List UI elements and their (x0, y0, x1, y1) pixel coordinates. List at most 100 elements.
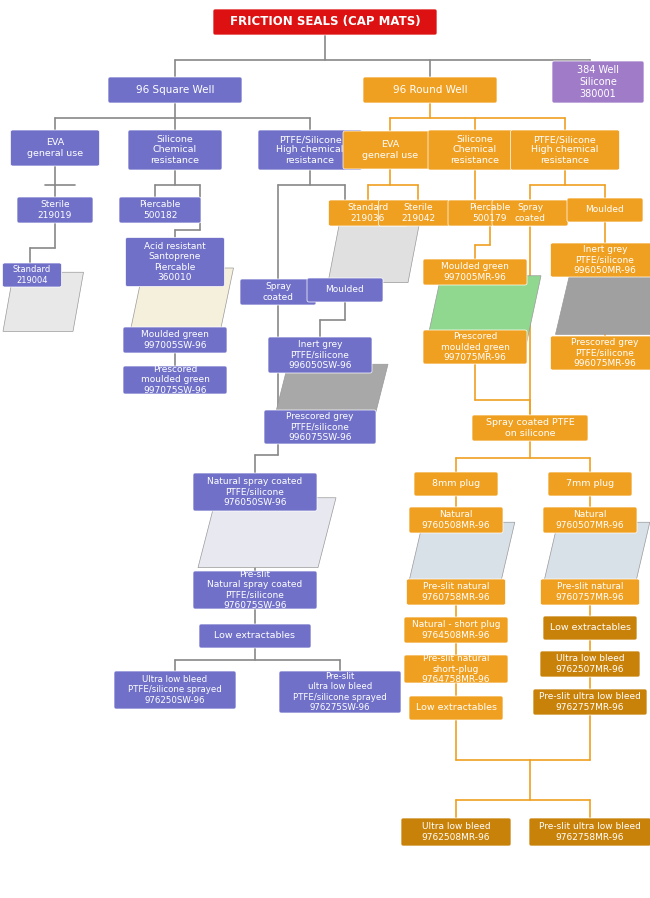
Text: Natural
9760508MR-96: Natural 9760508MR-96 (422, 510, 490, 530)
Polygon shape (556, 268, 650, 334)
Text: Low extractables: Low extractables (214, 631, 296, 640)
Text: Natural - short plug
9764508MR-96: Natural - short plug 9764508MR-96 (411, 621, 500, 639)
Text: Natural
9760507MR-96: Natural 9760507MR-96 (556, 510, 624, 530)
FancyBboxPatch shape (108, 77, 242, 103)
FancyBboxPatch shape (409, 507, 503, 533)
FancyBboxPatch shape (448, 200, 532, 226)
FancyBboxPatch shape (540, 651, 640, 677)
Text: 7mm plug: 7mm plug (566, 480, 614, 489)
Text: Low extractables: Low extractables (415, 703, 497, 712)
Text: Moulded green
997005SW-96: Moulded green 997005SW-96 (141, 330, 209, 349)
Text: Pre-slit natural
9760758MR-96: Pre-slit natural 9760758MR-96 (422, 582, 490, 602)
Text: Piercable
500179: Piercable 500179 (469, 203, 511, 223)
FancyBboxPatch shape (404, 617, 508, 643)
Text: Prescored grey
PTFE/silicone
996075MR-96: Prescored grey PTFE/silicone 996075MR-96 (571, 339, 639, 368)
Text: Pre-slit natural
9760757MR-96: Pre-slit natural 9760757MR-96 (556, 582, 624, 602)
FancyBboxPatch shape (541, 579, 640, 605)
FancyBboxPatch shape (199, 624, 311, 648)
Text: Standard
219036: Standard 219036 (347, 203, 389, 223)
Text: Prescored
moulded green
997075SW-96: Prescored moulded green 997075SW-96 (140, 365, 209, 395)
Polygon shape (3, 272, 83, 331)
Text: Inert grey
PTFE/silicone
996050SW-96: Inert grey PTFE/silicone 996050SW-96 (288, 340, 352, 370)
FancyBboxPatch shape (567, 198, 643, 222)
FancyBboxPatch shape (428, 130, 522, 170)
Polygon shape (130, 268, 233, 332)
Polygon shape (328, 220, 420, 283)
FancyBboxPatch shape (128, 130, 222, 170)
Polygon shape (544, 523, 650, 581)
Text: Spray
coated: Spray coated (515, 203, 545, 223)
FancyBboxPatch shape (125, 237, 224, 286)
FancyBboxPatch shape (404, 655, 508, 683)
FancyBboxPatch shape (492, 200, 568, 226)
FancyBboxPatch shape (119, 197, 201, 223)
Text: Pre-slit ultra low bleed
9762757MR-96: Pre-slit ultra low bleed 9762757MR-96 (539, 692, 641, 712)
Text: Acid resistant
Santoprene
Piercable
360010: Acid resistant Santoprene Piercable 3600… (144, 242, 206, 282)
Text: EVA
general use: EVA general use (27, 138, 83, 158)
Text: Piercable
500182: Piercable 500182 (139, 200, 181, 220)
FancyBboxPatch shape (193, 571, 317, 609)
FancyBboxPatch shape (307, 278, 383, 302)
FancyBboxPatch shape (533, 689, 647, 715)
Text: Moulded: Moulded (586, 206, 625, 215)
FancyBboxPatch shape (3, 263, 62, 287)
Text: Spray
coated: Spray coated (263, 282, 294, 302)
FancyBboxPatch shape (529, 818, 650, 846)
FancyBboxPatch shape (423, 330, 527, 364)
Polygon shape (198, 497, 336, 568)
Text: 96 Square Well: 96 Square Well (136, 85, 214, 95)
FancyBboxPatch shape (258, 130, 362, 170)
FancyBboxPatch shape (268, 337, 372, 373)
Text: Natural spray coated
PTFE/silicone
976050SW-96: Natural spray coated PTFE/silicone 97605… (207, 477, 303, 506)
FancyBboxPatch shape (414, 472, 498, 496)
Text: Inert grey
PTFE/silicone
996050MR-96: Inert grey PTFE/silicone 996050MR-96 (573, 245, 636, 275)
FancyBboxPatch shape (551, 336, 650, 370)
Polygon shape (273, 365, 388, 423)
Text: Pre-slit
Natural spray coated
PTFE/silicone
976075SW-96: Pre-slit Natural spray coated PTFE/silic… (207, 570, 303, 610)
Text: Prescored
moulded green
997075MR-96: Prescored moulded green 997075MR-96 (441, 332, 510, 362)
FancyBboxPatch shape (363, 77, 497, 103)
Text: PTFE/Silicone
High chemical
resistance: PTFE/Silicone High chemical resistance (531, 135, 599, 165)
Polygon shape (426, 276, 541, 346)
FancyBboxPatch shape (213, 9, 437, 35)
Text: Standard
219004: Standard 219004 (13, 265, 51, 285)
Text: Silicone
Chemical
resistance: Silicone Chemical resistance (151, 135, 200, 165)
Text: Pre-slit ultra low bleed
9762758MR-96: Pre-slit ultra low bleed 9762758MR-96 (539, 823, 641, 841)
FancyBboxPatch shape (423, 259, 527, 285)
Text: Moulded: Moulded (326, 286, 365, 295)
FancyBboxPatch shape (543, 616, 637, 640)
FancyBboxPatch shape (240, 279, 316, 305)
FancyBboxPatch shape (264, 410, 376, 444)
FancyBboxPatch shape (328, 200, 408, 226)
Text: Ultra low bleed
9762508MR-96: Ultra low bleed 9762508MR-96 (422, 823, 490, 841)
Text: Sterile
219042: Sterile 219042 (401, 203, 435, 223)
FancyBboxPatch shape (17, 197, 93, 223)
Text: Pre-slit
ultra low bleed
PTFE/silicone sprayed
976275SW-96: Pre-slit ultra low bleed PTFE/silicone s… (293, 672, 387, 712)
FancyBboxPatch shape (510, 130, 619, 170)
Text: FRICTION SEALS (CAP MATS): FRICTION SEALS (CAP MATS) (229, 15, 421, 29)
FancyBboxPatch shape (406, 579, 506, 605)
FancyBboxPatch shape (114, 671, 236, 709)
FancyBboxPatch shape (548, 472, 632, 496)
Text: Moulded green
997005MR-96: Moulded green 997005MR-96 (441, 262, 509, 282)
FancyBboxPatch shape (552, 61, 644, 103)
FancyBboxPatch shape (279, 671, 401, 713)
Text: EVA
general use: EVA general use (362, 140, 418, 160)
FancyBboxPatch shape (401, 818, 511, 846)
Text: Prescored grey
PTFE/silicone
996075SW-96: Prescored grey PTFE/silicone 996075SW-96 (286, 412, 354, 442)
FancyBboxPatch shape (193, 473, 317, 511)
Text: Pre-slit natural
short-plug
9764758MR-96: Pre-slit natural short-plug 9764758MR-96 (422, 654, 490, 684)
Text: Ultra low bleed
9762507MR-96: Ultra low bleed 9762507MR-96 (556, 655, 624, 674)
FancyBboxPatch shape (123, 327, 227, 353)
FancyBboxPatch shape (472, 415, 588, 441)
FancyBboxPatch shape (551, 243, 650, 277)
FancyBboxPatch shape (343, 131, 437, 169)
FancyBboxPatch shape (543, 507, 637, 533)
FancyBboxPatch shape (378, 200, 458, 226)
Polygon shape (409, 523, 515, 581)
Text: 96 Round Well: 96 Round Well (393, 85, 467, 95)
Text: PTFE/Silicone
High chemical
resistance: PTFE/Silicone High chemical resistance (276, 135, 344, 165)
Text: Sterile
219019: Sterile 219019 (38, 200, 72, 220)
Text: 8mm plug: 8mm plug (432, 480, 480, 489)
Text: Ultra low bleed
PTFE/silicone sprayed
976250SW-96: Ultra low bleed PTFE/silicone sprayed 97… (128, 675, 222, 705)
